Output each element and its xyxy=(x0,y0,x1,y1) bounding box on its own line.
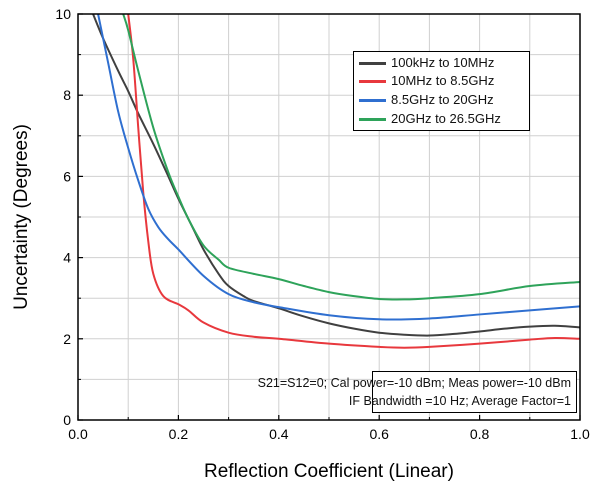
y-tick-label: 0 xyxy=(63,412,71,428)
x-tick-label: 0.0 xyxy=(68,426,88,442)
x-tick-label: 0.4 xyxy=(269,426,289,442)
x-tick-label: 0.2 xyxy=(169,426,189,442)
legend-label: 8.5GHz to 20GHz xyxy=(391,92,494,107)
note-line-2: IF Bandwidth =10 Hz; Average Factor=1 xyxy=(348,394,571,408)
x-axis-label: Reflection Coefficient (Linear) xyxy=(204,461,454,482)
x-tick-label: 0.6 xyxy=(369,426,389,442)
y-tick-label: 8 xyxy=(63,87,71,103)
y-tick-label: 2 xyxy=(63,331,71,347)
series-line-3 xyxy=(97,14,580,321)
series-lines xyxy=(92,14,580,349)
legend-label: 20GHz to 26.5GHz xyxy=(391,111,501,126)
legend-item-20ghz-26-5ghz: 20GHz to 26.5GHz xyxy=(354,110,529,128)
legend-swatch xyxy=(359,80,386,83)
x-tick-label: 1.0 xyxy=(570,426,590,442)
y-axis-label: Uncertainty (Degrees) xyxy=(11,124,32,310)
legend-item-10mhz-8-5ghz: 10MHz to 8.5GHz xyxy=(354,72,529,90)
legend-item-100khz-10mhz: 100kHz to 10MHz xyxy=(354,54,529,72)
legend-label: 10MHz to 8.5GHz xyxy=(391,73,495,88)
legend-label: 100kHz to 10MHz xyxy=(391,55,495,70)
measurement-conditions-note: S21=S12=0; Cal power=-10 dBm; Meas power… xyxy=(258,371,577,413)
axis-ticks: 0.0 0.2 0.4 0.6 0.8 1.0 0 2 4 6 8 10 xyxy=(55,6,590,442)
legend-item-8-5ghz-20ghz: 8.5GHz to 20GHz xyxy=(354,91,529,109)
series-line-1 xyxy=(92,14,580,337)
note-line-1: S21=S12=0; Cal power=-10 dBm; Meas power… xyxy=(257,376,571,390)
y-tick-label: 6 xyxy=(63,168,71,184)
legend: 100kHz to 10MHz 10MHz to 8.5GHz 8.5GHz t… xyxy=(353,51,530,131)
legend-swatch xyxy=(359,62,386,65)
y-tick-label: 10 xyxy=(55,6,71,22)
y-tick-label: 4 xyxy=(63,250,71,266)
x-tick-label: 0.8 xyxy=(470,426,490,442)
legend-swatch xyxy=(359,99,386,102)
legend-swatch xyxy=(359,118,386,121)
series-line-4 xyxy=(122,14,580,301)
